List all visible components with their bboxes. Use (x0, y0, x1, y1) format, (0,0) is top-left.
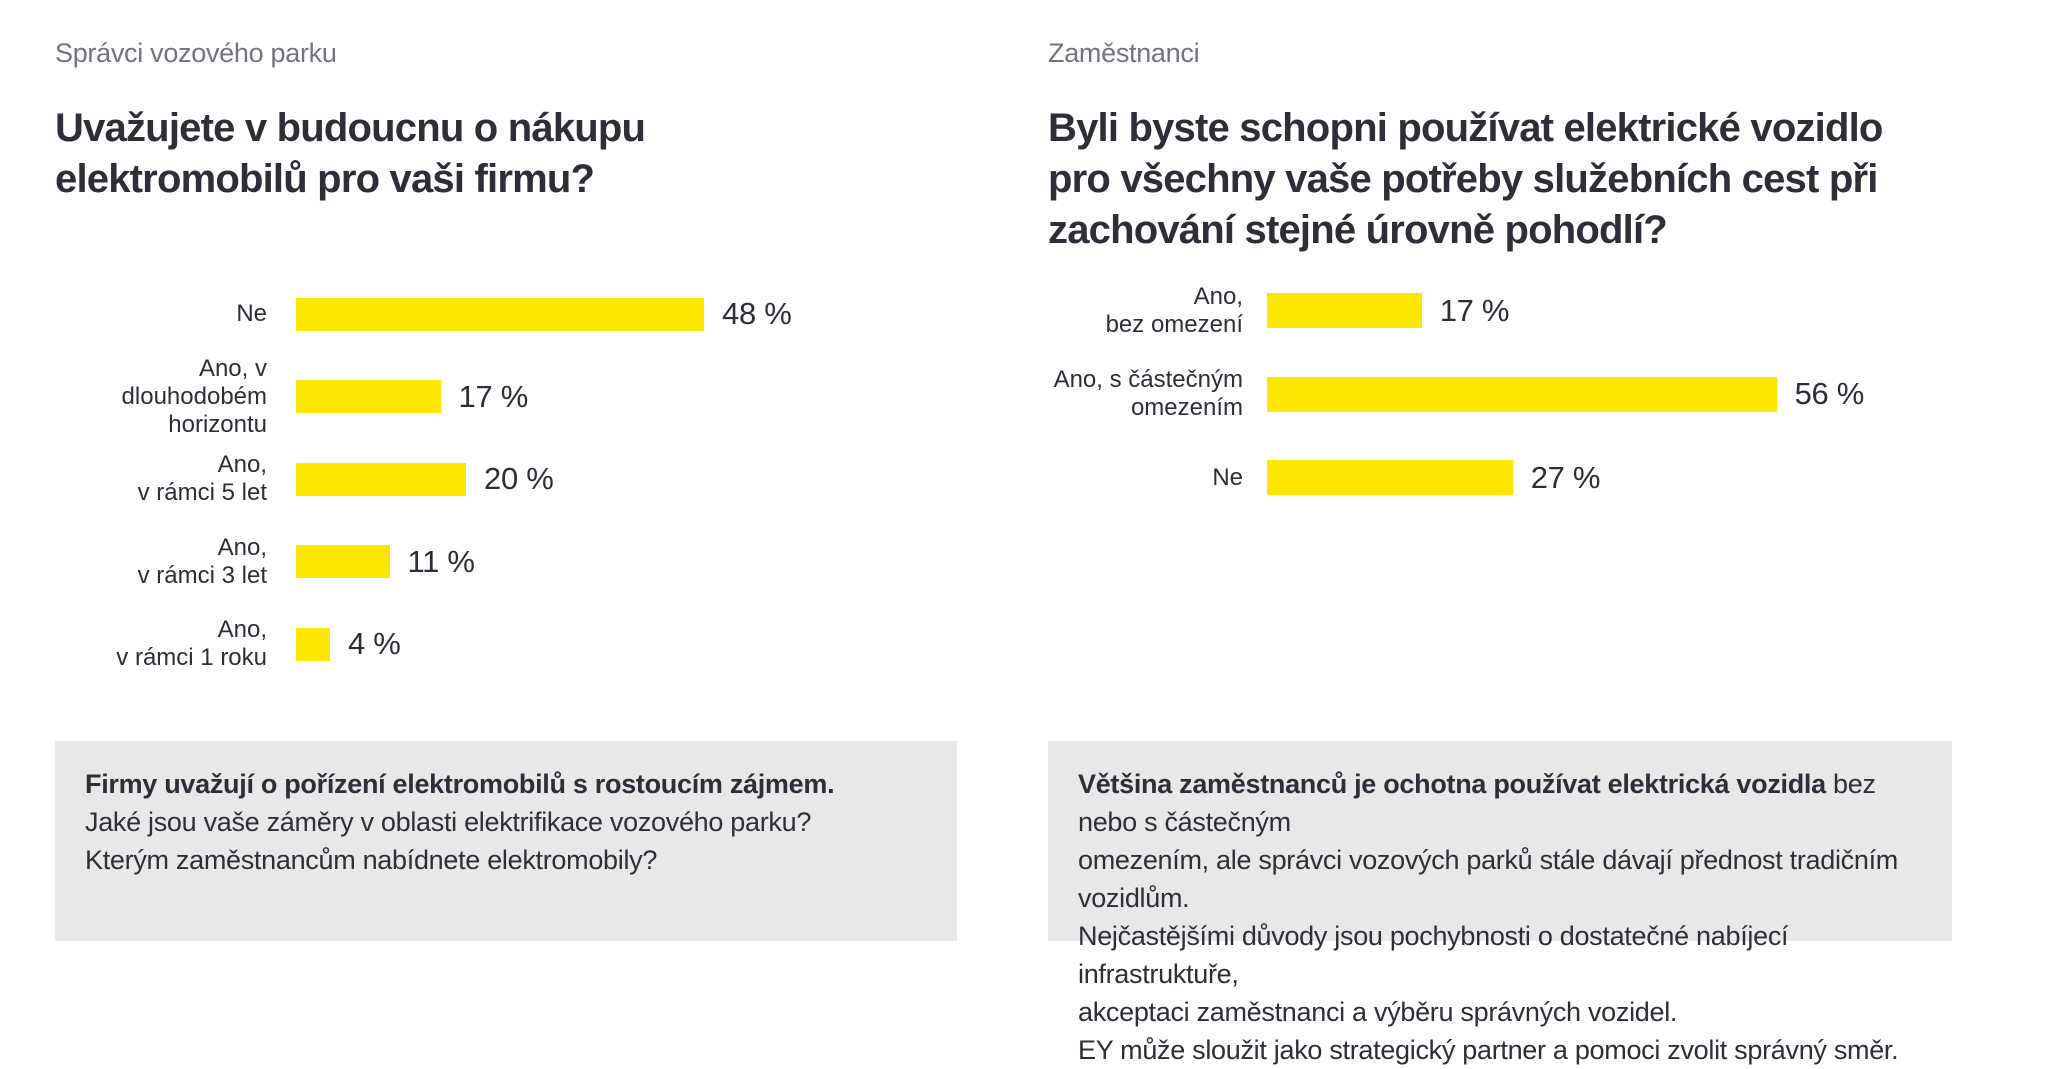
bar-track: 4 % (296, 603, 957, 686)
bar-category-label: Ne (1212, 463, 1243, 491)
title-line: Byli byste schopni používat elektrické v… (1048, 105, 1883, 150)
fleet-managers-panel: Správci vozového parku Uvažujete v budou… (55, 0, 957, 988)
bar-row: Ano, v rámci 5 let 20 % (55, 438, 957, 521)
note-line: Jaké jsou vaše záměry v oblasti elektrif… (85, 807, 812, 837)
summary-note-box: Firmy uvažují o pořízení elektromobilů s… (55, 741, 957, 941)
note-bold-line: Firmy uvažují o pořízení elektromobilů s… (85, 769, 835, 799)
bar-value-label: 17 % (1439, 292, 1510, 328)
bar-category-label: Ano, v rámci 3 let (137, 533, 267, 589)
bar-track: 48 % (296, 273, 957, 356)
bar-category-label: Ano, v rámci 1 roku (116, 616, 267, 672)
bar-row: Ano, s částečným omezením 56 % (1048, 353, 1952, 437)
note-line: omezením, ale správci vozových parků stá… (1078, 845, 1898, 913)
bar (1267, 293, 1422, 329)
note-line: EY může sloužit jako strategický partner… (1078, 1035, 1899, 1065)
bar-category-label: Ano, s částečným omezením (1053, 366, 1243, 422)
bar (296, 627, 330, 661)
employees-panel: Zaměstnanci Byli byste schopni používat … (1048, 0, 1952, 1065)
bar-category-label: Ne (236, 300, 267, 328)
bar-track: 11 % (296, 521, 957, 604)
bar (296, 297, 704, 331)
bar-value-label: 48 % (722, 296, 792, 332)
employees-bar-chart: Ano, bez omezení 17 % Ano, s částečným o… (1048, 269, 1952, 520)
bar-row: Ne 27 % (1048, 436, 1952, 520)
bar-category-label: Ano, bez omezení (1105, 282, 1243, 338)
note-bold-fragment: Většina zaměstnanců je ochotna používat … (1078, 769, 1826, 799)
note-first-line: Většina zaměstnanců je ochotna používat … (1078, 765, 1922, 841)
bar (1267, 376, 1777, 412)
panel-question-title: Uvažujete v budoucnu o nákupu elektromob… (55, 103, 646, 205)
fleet-managers-bar-chart: Ne 48 % Ano, v dlouhodobém horizontu 17 … (55, 273, 957, 686)
panel-subtitle: Správci vozového parku (55, 38, 337, 68)
bar-row: Ne 48 % (55, 273, 957, 356)
bar-track: 17 % (296, 356, 957, 439)
bar-row: Ano, v dlouhodobém horizontu 17 % (55, 354, 957, 439)
bar-category-label: Ano, v rámci 5 let (137, 451, 267, 507)
bar-row: Ano, v rámci 1 roku 4 % (55, 603, 957, 686)
panel-subtitle: Zaměstnanci (1048, 38, 1200, 68)
note-line: Nejčastějšími důvody jsou pochybnosti o … (1078, 921, 1789, 989)
bar-value-label: 4 % (348, 626, 401, 662)
bar-track: 20 % (296, 438, 957, 521)
title-line: zachování stejné úrovně pohodlí? (1048, 207, 1668, 252)
summary-note-box: Většina zaměstnanců je ochotna používat … (1048, 741, 1952, 1065)
bar (1267, 460, 1513, 496)
bar-value-label: 17 % (458, 378, 529, 414)
bar-value-label: 11 % (407, 543, 475, 579)
bar (296, 462, 466, 496)
bar-row: Ano, v rámci 3 let 11 % (55, 521, 957, 604)
title-line: Uvažujete v budoucnu o nákupu (55, 105, 646, 150)
bar-track: 17 % (1267, 269, 1952, 353)
bar-row: Ano, bez omezení 17 % (1048, 269, 1952, 353)
bar (296, 380, 441, 414)
bar-track: 56 % (1267, 353, 1952, 437)
bar-value-label: 20 % (484, 461, 554, 497)
bar (296, 545, 390, 579)
bar-value-label: 56 % (1794, 376, 1865, 412)
title-line: pro všechny vaše potřeby služebních cest… (1048, 156, 1878, 201)
note-line: Kterým zaměstnancům nabídnete elektromob… (85, 845, 658, 875)
title-line: elektromobilů pro vaši firmu? (55, 156, 595, 201)
panel-question-title: Byli byste schopni používat elektrické v… (1048, 103, 1883, 256)
bar-value-label: 27 % (1530, 459, 1601, 495)
bar-category-label: Ano, v dlouhodobém horizontu (121, 354, 267, 438)
note-line: akceptaci zaměstnanci a výběru správných… (1078, 997, 1678, 1027)
note-fragment: bez nebo s částečným (1078, 769, 1876, 837)
bar-track: 27 % (1267, 436, 1952, 520)
